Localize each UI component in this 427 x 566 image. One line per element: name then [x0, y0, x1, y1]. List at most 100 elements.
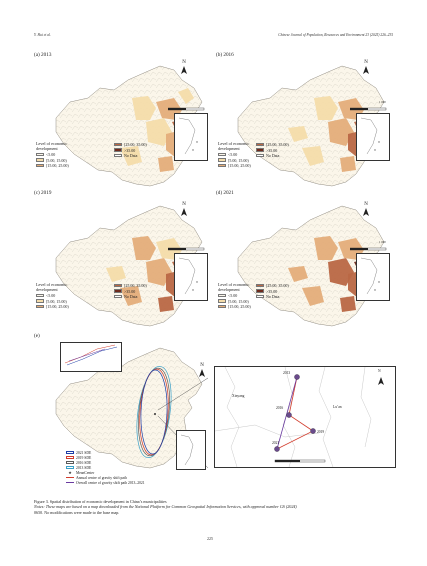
legend-item: [25.00, 35.00)	[256, 142, 289, 147]
legend-swatch	[256, 294, 264, 299]
panel-e-top-inset	[60, 342, 122, 372]
panel-c-label: (c) 2019	[34, 190, 52, 196]
caption-line-2: Notes: These maps are based on a map dow…	[34, 504, 297, 510]
gravity-point-2016	[310, 428, 316, 434]
sde-swatch	[66, 466, 74, 469]
legend-item: >35.00	[114, 288, 147, 294]
legend-item: [15.00, 25.00)	[36, 304, 114, 309]
panel-b-label: (b) 2016	[216, 52, 234, 58]
panel-d-label: (d) 2021	[216, 190, 234, 196]
north-arrow-e: N	[200, 363, 204, 368]
legend-item: [15.00, 25.00)	[218, 304, 258, 309]
legend-swatch	[36, 152, 44, 157]
legend-item: [25.00, 35.00)	[114, 142, 147, 147]
legend-swatch	[114, 142, 122, 147]
legend-swatch	[36, 304, 44, 309]
panel-c-inset	[174, 253, 208, 301]
legend-c-title-2: development	[36, 287, 58, 292]
scale-bar-d	[350, 247, 387, 251]
scale-bar-b	[350, 107, 387, 111]
sde-legend-item: ★ MeanCenter	[68, 470, 95, 475]
legend-item: [5.00, 15.00)	[36, 157, 114, 163]
sde-line-swatch	[66, 482, 74, 483]
legend-item: >35.00	[256, 147, 289, 153]
legend-item: [5.00, 15.00)	[218, 157, 258, 163]
legend-d-title-2: development	[218, 287, 240, 292]
legend-item: [5.00, 15.00)	[218, 298, 258, 304]
legend-swatch	[218, 304, 226, 309]
figure-caption: Figure 3. Spatial distribution of econom…	[34, 499, 394, 515]
gravity-point-2019	[286, 412, 292, 418]
panel-a-label: (a) 2013	[34, 52, 52, 58]
legend-swatch	[36, 293, 44, 298]
legend-swatch	[256, 289, 264, 293]
header-journal: Chinese Journal of Population, Resources…	[278, 33, 393, 37]
north-arrow-d: N	[364, 202, 368, 207]
panel-a-inset	[174, 113, 208, 161]
legend-a-title-2: development	[36, 146, 58, 151]
sde-legend: 2021 SDE 2019 SDE 2016 SDE 2013 SDE ★ Mea…	[66, 450, 196, 485]
legend-swatch	[114, 148, 122, 152]
north-arrow-a: N	[182, 60, 186, 65]
zoom-label-2021: 2021	[272, 441, 280, 445]
legend-item: No Data	[256, 153, 289, 158]
legend-c-title-1: Level of economic	[36, 282, 68, 287]
north-arrow-c: N	[182, 202, 186, 207]
sde-legend-item: Annual centre of gravity shift path	[66, 475, 196, 480]
scale-bar-a	[168, 107, 205, 111]
panel-e-south-inset	[176, 430, 206, 470]
legend-swatch	[256, 148, 264, 152]
legend-b: Level of economic development <5.00 [5.0…	[218, 141, 368, 168]
north-arrow-b-icon	[363, 66, 369, 74]
north-arrow-d-icon	[363, 208, 369, 216]
north-arrow-b: N	[364, 60, 368, 65]
sde-swatch	[66, 456, 74, 459]
legend-item: [25.00, 35.00)	[114, 283, 147, 288]
legend-item: <5.00	[36, 293, 114, 298]
legend-item: <5.00	[218, 293, 258, 298]
caption-line-3: 0650. No modifications were made to the …	[34, 509, 120, 515]
scale-label-d: 1 000	[379, 240, 386, 244]
legend-swatch	[114, 294, 122, 299]
legend-swatch	[114, 289, 122, 293]
north-arrow-a-icon	[181, 66, 187, 74]
scale-label-b: 1 000	[379, 100, 386, 104]
sde-legend-item: Overall centre of gravity shift path 201…	[66, 480, 196, 485]
sde-legend-item: 2013 SDE	[66, 465, 196, 470]
legend-a-title-1: Level of economic	[36, 141, 68, 146]
legend-item: <5.00	[218, 152, 258, 157]
sde-swatch	[66, 461, 74, 464]
legend-c: Level of economic development <5.00 [5.0…	[36, 282, 186, 309]
legend-swatch	[218, 293, 226, 298]
legend-item: [15.00, 25.00)	[36, 163, 114, 168]
legend-item: [5.00, 15.00)	[36, 298, 114, 304]
legend-swatch	[256, 153, 264, 158]
zoom-label-2013: 2013	[283, 371, 291, 375]
legend-b-title-1: Level of economic	[218, 141, 250, 146]
gravity-point-2021	[274, 446, 280, 452]
legend-swatch	[218, 163, 226, 168]
panel-b-inset	[356, 113, 390, 161]
legend-item: [15.00, 25.00)	[218, 163, 258, 168]
legend-item: No Data	[114, 294, 147, 299]
legend-swatch	[36, 163, 44, 168]
sde-legend-item: 2019 SDE	[66, 455, 196, 460]
legend-item: >35.00	[114, 147, 147, 153]
legend-swatch	[114, 283, 122, 288]
legend-swatch	[256, 283, 264, 288]
legend-swatch	[218, 299, 226, 303]
scale-bar-c	[168, 247, 205, 251]
zoom-city-xinyang: Xinyang	[232, 394, 245, 398]
panel-d-inset	[356, 253, 390, 301]
legend-swatch	[114, 153, 122, 158]
zoom-city-luan: Lu’an	[333, 405, 342, 409]
zoom-svg	[214, 366, 384, 468]
legend-swatch	[218, 152, 226, 157]
legend-swatch	[36, 299, 44, 303]
legend-item: No Data	[256, 294, 289, 299]
sde-ellipses	[136, 366, 172, 458]
sde-swatch	[66, 451, 74, 454]
legend-d: Level of economic development <5.00 [5.0…	[218, 282, 368, 309]
zoom-label-2016: 2019	[317, 430, 325, 434]
legend-item: No Data	[114, 153, 147, 158]
